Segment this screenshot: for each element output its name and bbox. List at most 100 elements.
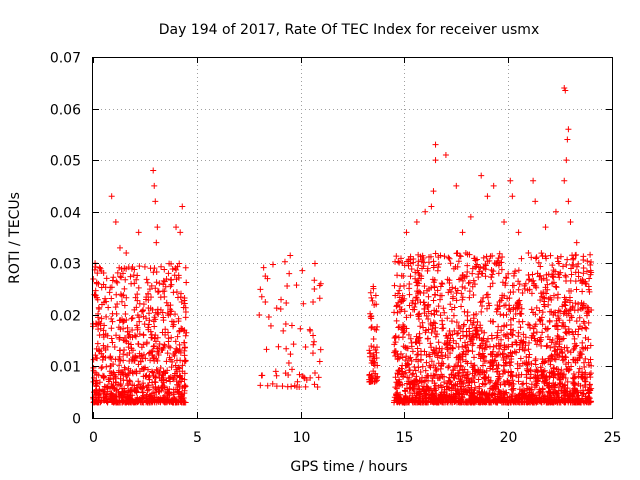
data-point — [575, 301, 582, 308]
data-point — [449, 295, 456, 302]
data-point — [492, 383, 499, 390]
data-point — [438, 292, 445, 299]
data-point — [264, 382, 271, 389]
x-tick-label: 15 — [396, 430, 414, 446]
data-point — [410, 383, 417, 390]
data-point — [562, 272, 569, 279]
data-point — [544, 286, 551, 293]
data-point — [553, 284, 560, 291]
data-point — [392, 292, 399, 299]
data-point — [526, 351, 533, 358]
data-point — [549, 280, 556, 287]
data-point — [543, 326, 550, 333]
data-point — [575, 269, 582, 276]
data-point — [177, 294, 184, 301]
data-point — [569, 374, 576, 381]
data-point — [369, 297, 376, 304]
data-point — [478, 308, 485, 315]
data-point — [435, 375, 442, 382]
data-point — [424, 335, 431, 342]
data-point — [560, 310, 567, 317]
data-point — [419, 374, 426, 381]
data-point — [311, 381, 318, 388]
data-point — [487, 283, 494, 290]
data-point — [495, 386, 502, 393]
data-point — [576, 323, 583, 330]
data-point — [541, 295, 548, 302]
data-point — [502, 302, 509, 309]
data-point — [154, 309, 161, 316]
data-point — [583, 397, 590, 404]
data-point — [562, 391, 569, 398]
data-point — [519, 318, 526, 325]
data-point — [552, 340, 559, 347]
data-point — [101, 322, 108, 329]
data-point — [568, 265, 575, 272]
data-point — [496, 342, 503, 349]
data-point — [117, 291, 124, 298]
data-point — [478, 270, 485, 277]
data-point — [568, 271, 575, 278]
y-tick-label: 0.07 — [50, 51, 81, 67]
data-point — [96, 305, 103, 312]
data-point — [108, 398, 115, 405]
data-point — [547, 389, 554, 396]
data-point — [290, 341, 297, 348]
data-point — [429, 375, 436, 382]
data-point — [443, 341, 450, 348]
data-point — [539, 368, 546, 375]
data-point — [122, 276, 129, 283]
data-point — [550, 374, 557, 381]
data-point — [148, 399, 155, 406]
data-point — [566, 388, 573, 395]
data-point — [463, 273, 470, 280]
data-point — [513, 341, 520, 348]
data-point — [138, 344, 145, 351]
data-point — [430, 262, 437, 269]
data-point — [430, 372, 437, 379]
data-point — [461, 374, 468, 381]
data-point — [414, 351, 421, 358]
data-point — [426, 351, 433, 358]
data-point — [108, 355, 115, 362]
data-point — [555, 307, 562, 314]
data-point — [567, 219, 574, 226]
data-point — [568, 397, 575, 404]
data-point — [498, 297, 505, 304]
data-point — [126, 377, 133, 384]
data-point — [176, 372, 183, 379]
data-point — [406, 302, 413, 309]
data-point — [515, 378, 522, 385]
data-point — [437, 365, 444, 372]
data-point — [434, 354, 441, 361]
data-point — [582, 378, 589, 385]
data-point — [523, 371, 530, 378]
data-point — [419, 265, 426, 272]
y-tick-label: 0.06 — [50, 103, 81, 119]
data-point — [548, 296, 555, 303]
data-point — [545, 301, 552, 308]
data-point — [370, 283, 377, 290]
data-point — [283, 299, 290, 306]
data-point — [175, 315, 182, 322]
data-point — [563, 307, 570, 314]
data-point — [461, 391, 468, 398]
data-point — [453, 297, 460, 304]
data-point — [176, 365, 183, 372]
data-point — [505, 270, 512, 277]
data-point — [99, 387, 106, 394]
data-point — [449, 385, 456, 392]
data-point — [165, 375, 172, 382]
data-point — [163, 358, 170, 365]
axis-ticks — [93, 57, 613, 419]
data-point — [258, 293, 265, 300]
data-point — [435, 383, 442, 390]
data-point — [520, 380, 527, 387]
data-point — [159, 371, 166, 378]
data-point — [469, 321, 476, 328]
data-point — [152, 338, 159, 345]
data-point — [430, 188, 437, 195]
data-point — [572, 388, 579, 395]
data-point — [366, 347, 373, 354]
data-point — [482, 261, 489, 268]
